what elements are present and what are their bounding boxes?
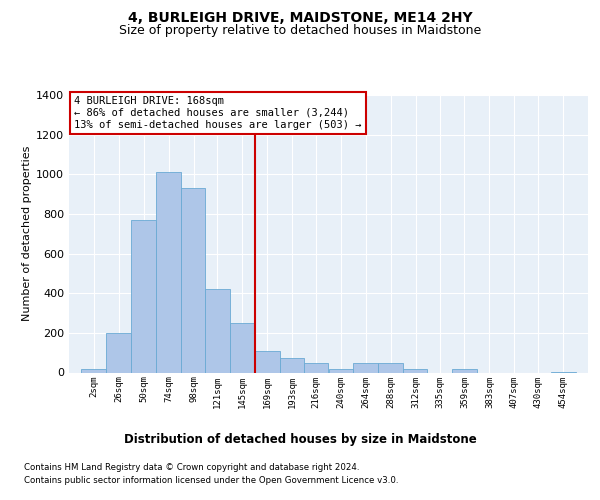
Bar xyxy=(181,188,205,372)
Bar xyxy=(329,368,353,372)
Text: Contains public sector information licensed under the Open Government Licence v3: Contains public sector information licen… xyxy=(24,476,398,485)
Bar xyxy=(403,368,427,372)
Bar xyxy=(452,368,477,372)
Bar xyxy=(156,172,181,372)
Text: Contains HM Land Registry data © Crown copyright and database right 2024.: Contains HM Land Registry data © Crown c… xyxy=(24,462,359,471)
Bar xyxy=(106,333,131,372)
Text: Distribution of detached houses by size in Maidstone: Distribution of detached houses by size … xyxy=(124,432,476,446)
Bar xyxy=(205,289,230,372)
Bar xyxy=(131,220,156,372)
Bar xyxy=(353,362,379,372)
Bar xyxy=(280,358,304,372)
Bar xyxy=(255,350,280,372)
Text: 4 BURLEIGH DRIVE: 168sqm
← 86% of detached houses are smaller (3,244)
13% of sem: 4 BURLEIGH DRIVE: 168sqm ← 86% of detach… xyxy=(74,96,362,130)
Bar xyxy=(230,323,255,372)
Bar xyxy=(304,362,329,372)
Text: 4, BURLEIGH DRIVE, MAIDSTONE, ME14 2HY: 4, BURLEIGH DRIVE, MAIDSTONE, ME14 2HY xyxy=(128,11,472,25)
Bar xyxy=(82,368,106,372)
Text: Size of property relative to detached houses in Maidstone: Size of property relative to detached ho… xyxy=(119,24,481,37)
Bar xyxy=(379,362,403,372)
Y-axis label: Number of detached properties: Number of detached properties xyxy=(22,146,32,322)
